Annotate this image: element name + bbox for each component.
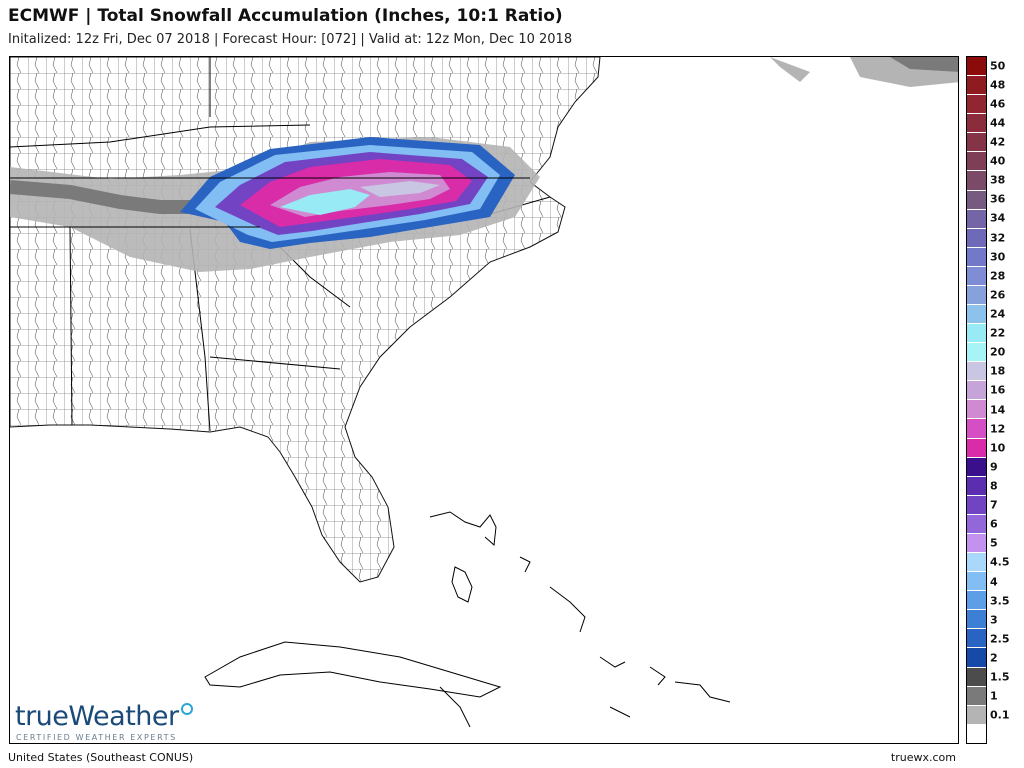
- legend-swatch: [967, 457, 986, 477]
- legend-label: 40: [990, 154, 1006, 168]
- legend-swatch: [967, 228, 986, 248]
- caribbean-islands: [204, 511, 731, 728]
- site-link[interactable]: truewx.com: [890, 751, 956, 764]
- legend-swatch: [967, 171, 986, 191]
- legend-swatch: [967, 209, 986, 229]
- legend-swatch: [967, 438, 986, 458]
- legend-swatch: [967, 266, 986, 286]
- legend-swatch: [967, 591, 986, 611]
- legend-swatch: [967, 419, 986, 439]
- legend-label: 22: [990, 326, 1006, 340]
- legend-swatch: [967, 343, 986, 363]
- region-label: United States (Southeast CONUS): [8, 751, 194, 764]
- legend-label: 3.5: [990, 594, 1010, 608]
- legend-swatch: [967, 381, 986, 401]
- legend-swatch: [967, 305, 986, 325]
- map-title: ECMWF | Total Snowfall Accumulation (Inc…: [8, 6, 563, 26]
- legend-swatch: [967, 285, 986, 306]
- legend-label: 8: [990, 479, 998, 493]
- legend-label: 5: [990, 536, 998, 550]
- legend-swatch: [967, 152, 986, 172]
- legend-swatch: [967, 476, 986, 496]
- legend-swatch: [967, 324, 986, 344]
- legend-label: 42: [990, 135, 1006, 149]
- legend-label: 50: [990, 59, 1006, 73]
- legend-label: 30: [990, 250, 1006, 264]
- legend-label: 48: [990, 78, 1006, 92]
- legend-label: 1: [990, 689, 998, 703]
- legend-label: 6: [990, 517, 998, 531]
- legend-swatch: [967, 514, 986, 534]
- legend-swatch: [967, 247, 986, 267]
- snowfall-legend-labels: 50 48 46 44 42 40 38 36 34 32 30 28 26 24 22 20 18 16 14 12…: [990, 56, 1024, 744]
- legend-label: 20: [990, 345, 1006, 359]
- legend-swatch: [967, 95, 986, 115]
- state-borders-overlay: [10, 177, 530, 228]
- legend-label: 28: [990, 269, 1006, 283]
- legend-label: 14: [990, 403, 1006, 417]
- legend-label: 3: [990, 613, 998, 627]
- legend-swatch: [967, 724, 986, 743]
- legend-swatch: [967, 57, 986, 77]
- trueweather-logo: trueWeather CERTIFIED WEATHER EXPERTS: [15, 701, 193, 742]
- legend-label: 44: [990, 116, 1006, 130]
- legend-swatch: [967, 572, 986, 592]
- legend-label: 32: [990, 231, 1006, 245]
- map-canvas: [10, 57, 958, 728]
- snowfall-map[interactable]: trueWeather CERTIFIED WEATHER EXPERTS: [9, 56, 959, 744]
- legend-label: 2.5: [990, 632, 1010, 646]
- legend-label: 18: [990, 364, 1006, 378]
- legend-label: 4: [990, 575, 998, 589]
- legend-swatch: [967, 629, 986, 649]
- legend-label: 26: [990, 288, 1006, 302]
- legend-swatch: [967, 114, 986, 134]
- legend-label: 12: [990, 422, 1006, 436]
- legend-label: 16: [990, 383, 1006, 397]
- legend-label: 34: [990, 211, 1006, 225]
- legend-label: 9: [990, 460, 998, 474]
- legend-swatch: [967, 705, 986, 725]
- legend-swatch: [967, 133, 986, 153]
- legend-label: 24: [990, 307, 1006, 321]
- legend-label: 38: [990, 173, 1006, 187]
- legend-label: 4.5: [990, 555, 1010, 569]
- legend-swatch: [967, 553, 986, 573]
- map-subtitle: Initalized: 12z Fri, Dec 07 2018 | Forec…: [8, 32, 573, 47]
- legend-swatch: [967, 495, 986, 515]
- legend-label: 2: [990, 651, 998, 665]
- legend-swatch: [967, 648, 986, 668]
- legend-swatch: [967, 686, 986, 706]
- legend-label: 46: [990, 97, 1006, 111]
- legend-swatch: [967, 610, 986, 630]
- legend-label: 1.5: [990, 670, 1010, 684]
- legend-label: 0.1: [990, 708, 1010, 722]
- legend-swatch: [967, 667, 986, 687]
- snowfall-legend: [966, 56, 987, 744]
- legend-swatch: [967, 362, 986, 382]
- snowfall-shading: [10, 57, 958, 272]
- legend-swatch: [967, 76, 986, 96]
- legend-label: 7: [990, 498, 998, 512]
- legend-label: 10: [990, 441, 1006, 455]
- legend-swatch: [967, 533, 986, 554]
- legend-swatch: [967, 190, 986, 210]
- legend-label: 36: [990, 192, 1006, 206]
- legend-swatch: [967, 400, 986, 420]
